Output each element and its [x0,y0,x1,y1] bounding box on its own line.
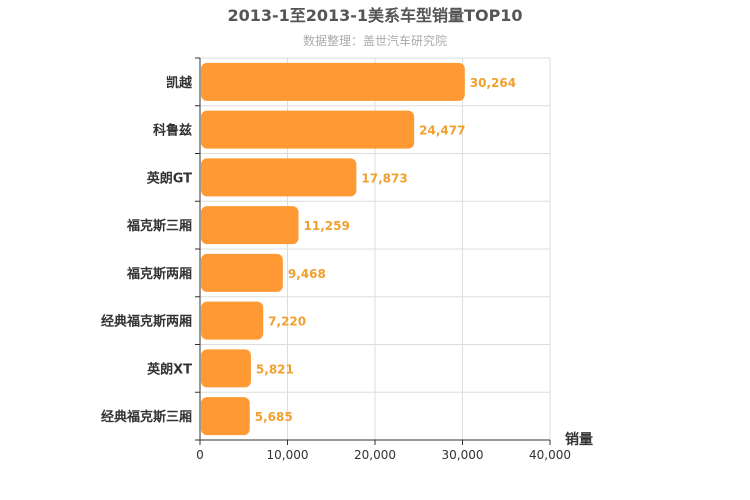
category-label: 科鲁兹 [153,123,192,139]
category-label: 福克斯两厢 [126,266,192,282]
category-label: 英朗GT [146,170,192,186]
bars [201,62,465,436]
x-tick-label: 40,000 [529,448,571,462]
data-label: 5,685 [255,410,293,424]
bar[interactable] [201,301,264,340]
data-label: 17,873 [361,171,407,185]
x-tick-label: 20,000 [354,448,396,462]
chart-title: 2013-1至2013-1美系车型销量TOP10 [227,6,522,25]
category-label: 经典福克斯三厢 [101,409,192,425]
bar[interactable] [201,349,251,388]
chart-subtitle: 数据整理：盖世汽车研究院 [303,33,447,48]
category-label: 英朗XT [146,361,192,377]
x-tick-label: 30,000 [442,448,484,462]
bar[interactable] [201,158,357,197]
x-axis-title: 销量 [565,431,593,448]
labels: 30,264 凯越 24,477 科鲁兹 17,873 英朗GT 11,259 福克斯三厢 9,… [101,75,571,462]
data-label: 30,264 [470,76,516,90]
bar[interactable] [201,110,415,149]
category-label: 福克斯三厢 [126,218,192,234]
bar[interactable] [201,253,283,292]
x-tick-label: 10,000 [267,448,309,462]
data-label: 24,477 [419,124,465,138]
bar[interactable] [201,62,465,101]
bar[interactable] [201,206,299,245]
data-label: 7,220 [268,315,306,329]
category-label: 凯越 [166,75,193,91]
axes [195,57,551,445]
bar[interactable] [201,397,250,436]
data-label: 11,259 [304,219,350,233]
category-label: 经典福克斯两厢 [101,314,192,330]
data-label: 5,821 [256,362,294,376]
x-tick-label: 0 [196,448,204,462]
data-label: 9,468 [288,267,326,281]
